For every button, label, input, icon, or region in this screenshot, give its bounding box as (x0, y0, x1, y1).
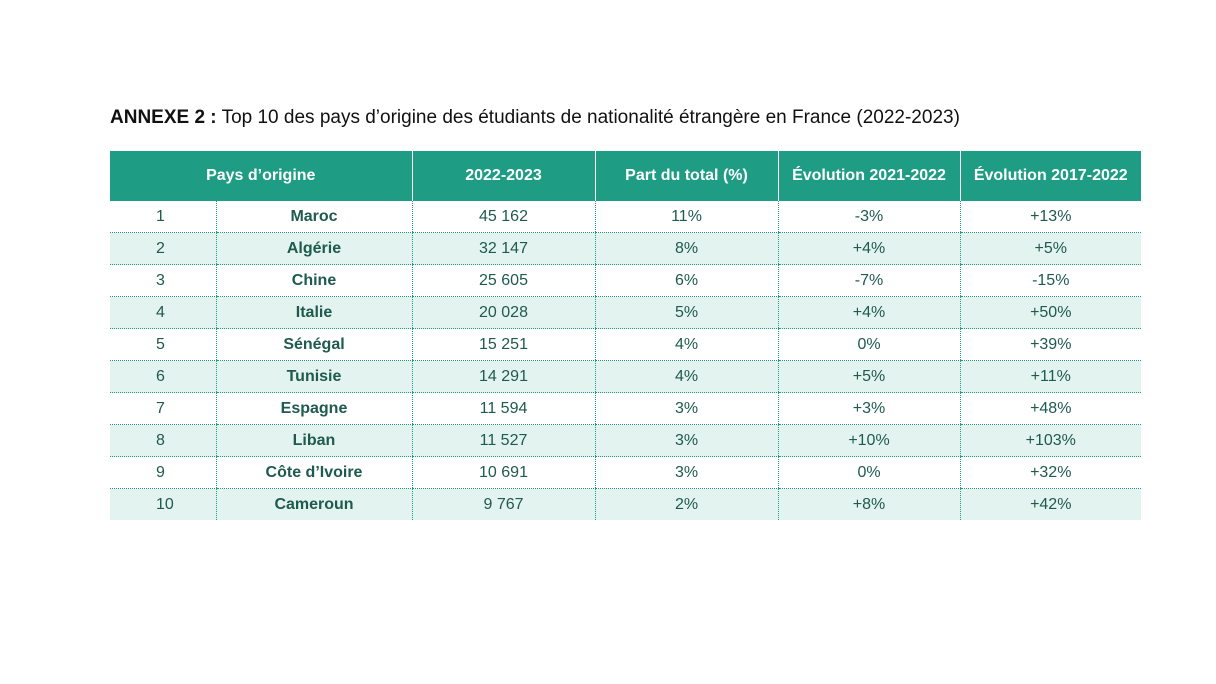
cell-evolution-2021-2022: +10% (777, 424, 960, 457)
cell-rank: 3 (110, 264, 216, 297)
cell-evolution-2017-2022: +50% (959, 296, 1141, 329)
annex-title: ANNEXE 2 : Top 10 des pays d’origine des… (110, 107, 960, 129)
cell-country: Italie (215, 296, 412, 329)
cell-evolution-2021-2022: +5% (777, 360, 960, 393)
cell-count: 9 767 (411, 488, 595, 520)
cell-country: Cameroun (215, 488, 412, 520)
cell-count: 25 605 (411, 264, 595, 297)
cell-country: Tunisie (215, 360, 412, 393)
cell-share: 6% (594, 264, 778, 297)
cell-count: 32 147 (411, 232, 595, 265)
table-row: 8 Liban 11 527 3% +10% +103% (110, 424, 1141, 457)
cell-evolution-2021-2022: 0% (777, 328, 960, 361)
cell-rank: 9 (110, 456, 216, 489)
cell-share: 3% (594, 392, 778, 425)
cell-share: 3% (594, 456, 778, 489)
cell-evolution-2021-2022: -3% (777, 201, 960, 233)
cell-evolution-2017-2022: -15% (959, 264, 1141, 297)
cell-share: 11% (594, 201, 778, 233)
cell-count: 20 028 (411, 296, 595, 329)
cell-evolution-2021-2022: +8% (777, 488, 960, 520)
table-row: 7 Espagne 11 594 3% +3% +48% (110, 392, 1141, 425)
cell-count: 11 527 (411, 424, 595, 457)
cell-evolution-2021-2022: +4% (777, 232, 960, 265)
cell-count: 10 691 (411, 456, 595, 489)
cell-country: Espagne (215, 392, 412, 425)
cell-evolution-2017-2022: +48% (959, 392, 1141, 425)
cell-share: 3% (594, 424, 778, 457)
header-evolution-2017-2022: Évolution 2017-2022 (959, 151, 1141, 201)
cell-evolution-2021-2022: 0% (777, 456, 960, 489)
cell-country: Chine (215, 264, 412, 297)
cell-evolution-2017-2022: +103% (959, 424, 1141, 457)
cell-count: 14 291 (411, 360, 595, 393)
cell-country: Sénégal (215, 328, 412, 361)
table-header: Pays d’origine 2022-2023 Part du total (… (110, 151, 1141, 201)
cell-evolution-2017-2022: +13% (959, 201, 1141, 233)
cell-evolution-2021-2022: +3% (777, 392, 960, 425)
cell-rank: 8 (110, 424, 216, 457)
cell-share: 4% (594, 328, 778, 361)
table-row: 4 Italie 20 028 5% +4% +50% (110, 296, 1141, 329)
cell-rank: 2 (110, 232, 216, 265)
cell-country: Maroc (215, 201, 412, 233)
cell-share: 2% (594, 488, 778, 520)
cell-rank: 6 (110, 360, 216, 393)
table-row: 10 Cameroun 9 767 2% +8% +42% (110, 488, 1141, 520)
table-body: 1 Maroc 45 162 11% -3% +13% 2 Algérie 32… (110, 201, 1141, 520)
cell-evolution-2017-2022: +11% (959, 360, 1141, 393)
header-row: Pays d’origine 2022-2023 Part du total (… (110, 151, 1141, 201)
header-count: 2022-2023 (411, 151, 595, 201)
header-evolution-2021-2022: Évolution 2021-2022 (777, 151, 960, 201)
top-10-countries-table: Pays d’origine 2022-2023 Part du total (… (110, 151, 1141, 520)
cell-evolution-2017-2022: +39% (959, 328, 1141, 361)
cell-evolution-2017-2022: +32% (959, 456, 1141, 489)
cell-rank: 7 (110, 392, 216, 425)
annex-title-text: Top 10 des pays d’origine des étudiants … (216, 107, 960, 128)
header-country: Pays d’origine (110, 151, 412, 201)
cell-count: 11 594 (411, 392, 595, 425)
cell-share: 5% (594, 296, 778, 329)
cell-evolution-2017-2022: +42% (959, 488, 1141, 520)
cell-rank: 5 (110, 328, 216, 361)
cell-evolution-2021-2022: +4% (777, 296, 960, 329)
table-row: 9 Côte d’Ivoire 10 691 3% 0% +32% (110, 456, 1141, 489)
cell-share: 8% (594, 232, 778, 265)
cell-evolution-2021-2022: -7% (777, 264, 960, 297)
cell-rank: 10 (110, 488, 216, 520)
cell-share: 4% (594, 360, 778, 393)
header-share: Part du total (%) (594, 151, 778, 201)
cell-count: 45 162 (411, 201, 595, 233)
table-row: 2 Algérie 32 147 8% +4% +5% (110, 232, 1141, 265)
cell-count: 15 251 (411, 328, 595, 361)
cell-rank: 1 (110, 201, 216, 233)
cell-country: Côte d’Ivoire (215, 456, 412, 489)
cell-rank: 4 (110, 296, 216, 329)
table-row: 3 Chine 25 605 6% -7% -15% (110, 264, 1141, 297)
cell-country: Liban (215, 424, 412, 457)
cell-evolution-2017-2022: +5% (959, 232, 1141, 265)
table-row: 1 Maroc 45 162 11% -3% +13% (110, 201, 1141, 233)
table-row: 5 Sénégal 15 251 4% 0% +39% (110, 328, 1141, 361)
annex-title-prefix: ANNEXE 2 : (110, 107, 217, 128)
cell-country: Algérie (215, 232, 412, 265)
table-row: 6 Tunisie 14 291 4% +5% +11% (110, 360, 1141, 393)
